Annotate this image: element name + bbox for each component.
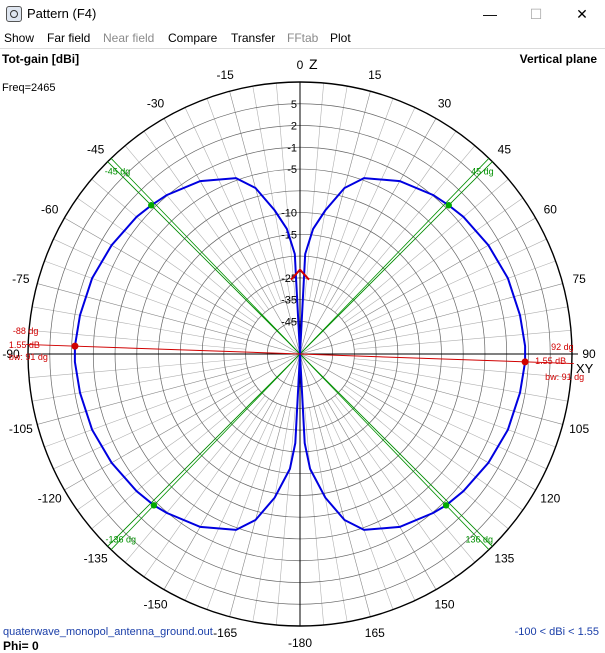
halfpower-label: 45 dg [471,167,494,177]
menu-far-field[interactable]: Far field [47,31,91,45]
grid-spoke [163,118,301,355]
pattern-lobe-left [73,177,301,531]
angle-tick-label: -120 [38,492,62,506]
maximize-button[interactable]: ☐ [529,6,543,22]
radial-tick-label: -5 [287,164,297,176]
radial-tick-label: -10 [281,208,297,220]
menu-show[interactable]: Show [4,31,35,45]
radial-tick-label: -25 [281,273,297,285]
halfpower-label: 136 dg [465,535,493,545]
phi-label: Phi= 0 [3,639,39,653]
angle-tick-label: 165 [365,626,385,640]
grid-spoke [299,353,563,425]
frequency-label: Freq=2465 [2,82,56,94]
close-button[interactable]: ✕ [576,6,588,22]
window-title: Pattern (F4) [27,6,97,21]
radial-tick-label: -1 [287,142,297,154]
angle-tick-label: 15 [368,68,382,82]
polar-plot: 0 15 30 45 60 75 90 105 120 135 150 165 -180 -165 -150… [2,52,599,653]
title-bar: Pattern (F4) — ☐ ✕ [0,0,605,28]
max-gain-angle-label: 92 dg [551,342,574,352]
grid-spoke [299,118,437,355]
max-gain-angle-label: -88 dg [13,326,39,336]
polar-grid [27,81,578,627]
grid-spoke [64,217,301,355]
max-gain-value-label: 1.55 dB [535,356,566,366]
menu-compare[interactable]: Compare [168,31,218,45]
grid-spoke [299,91,371,355]
angle-tick-label: 135 [494,551,514,565]
menu-near-field[interactable]: Near field [103,31,155,45]
radial-tick-label: -45 [281,316,297,328]
angle-tick-label: -45 [87,143,105,157]
grid-spoke [37,283,301,355]
grid-spoke [64,353,301,491]
plane-label: Vertical plane [520,52,598,66]
angle-tick-label: -90 [2,347,20,361]
grid-spoke [299,353,536,491]
angle-tick-label: 45 [498,143,512,157]
halfpower-label: -45 dg [105,167,131,177]
halfpower-label: -136 dg [106,535,137,545]
angle-tick-label: -150 [143,597,167,611]
angle-tick-label: 120 [540,492,560,506]
angle-tick-label: 150 [434,597,454,611]
angle-tick-label: -30 [147,97,165,111]
direction-arrow [290,268,310,281]
radial-tick-labels: 52-1-5-10-15-25-35-45 [281,99,297,329]
max-gain-line [299,353,574,365]
grid-spoke [299,353,371,617]
max-gain-value-label: 1.55 dB [9,340,40,350]
angle-tick-label: 90 [582,347,596,361]
max-gain-dot [521,358,529,366]
angle-tick-label: -60 [41,203,59,217]
grid-spoke [299,283,563,355]
angle-tick-label: -75 [12,272,30,286]
halfpower-dot [150,502,158,509]
angle-tick-label: -180 [288,636,312,650]
angle-tick-labels: 0 15 30 45 60 75 90 105 120 135 150 165 -180 -165 -150… [2,58,596,650]
menu-plot[interactable]: Plot [330,31,351,45]
radial-tick-label: 2 [291,121,297,133]
beamwidth-label: bw: 91 dg [9,352,48,362]
halfpower-dot [445,202,452,209]
gain-unit-label: Tot-gain [dBi] [2,52,79,66]
max-gain-line [26,343,301,355]
app-icon [6,6,22,22]
angle-tick-label: -135 [84,551,108,565]
output-file-label: quaterwave_monopol_antenna_ground.out [3,626,213,638]
angle-tick-label: -165 [213,626,237,640]
gain-range-label: -100 < dBi < 1.55 [515,626,599,638]
pattern-curve [73,177,527,531]
grid-spoke [37,353,301,425]
angle-tick-label: -15 [217,68,235,82]
halfpower-dot [442,502,450,509]
menu-transfer[interactable]: Transfer [231,31,276,45]
pattern-lobe-right [299,177,527,531]
z-axis-label: Z [309,56,318,72]
max-gain-markers: 92 dg 1.55 dB bw: 91 dg -88 dg 1.55 dB bw: 91… [9,326,584,382]
grid-spoke [229,91,301,355]
halfpower-dot [148,202,155,209]
radial-tick-label: 5 [291,99,297,111]
xy-axis-label: XY [576,361,594,376]
grid-spoke [163,353,301,590]
angle-tick-label: 30 [438,97,452,111]
beamwidth-label: bw: 91 dg [545,372,584,382]
angle-tick-label: 75 [572,272,586,286]
max-gain-dot [71,342,79,350]
grid-spoke [299,353,437,590]
angle-tick-label: 105 [569,422,589,436]
angle-tick-label: 0 [297,58,304,72]
grid-spoke [299,217,536,355]
radial-tick-label: -35 [281,295,297,307]
menu-fftab[interactable]: FFtab [287,31,319,45]
minimize-button[interactable]: — [483,6,497,22]
menu-bar: Show Far field Near field Compare Transf… [0,28,605,49]
angle-tick-label: 60 [544,203,558,217]
grid-spoke [229,353,301,617]
angle-tick-label: -105 [9,422,33,436]
